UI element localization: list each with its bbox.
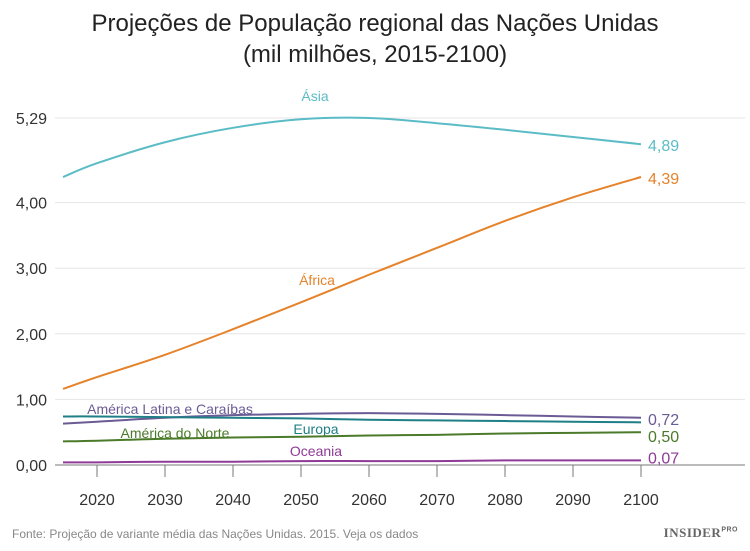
series-line-2: [62, 176, 642, 390]
series-name-label: América Latina e Caraíbas: [87, 401, 253, 417]
y-tick-label: 2,00: [16, 327, 47, 344]
x-tick-label: 2090: [555, 492, 591, 509]
brand-sup: PRO: [721, 526, 738, 534]
series-name-label: América do Norte: [121, 425, 230, 441]
end-value-label: 0,72: [648, 412, 679, 429]
source-note: Fonte: Projeção de variante média das Na…: [12, 527, 419, 541]
x-tick-label: 2040: [215, 492, 251, 509]
y-tick-label: 5,29: [16, 111, 47, 128]
series-name-label: Ásia: [301, 88, 328, 104]
series-line-5: [62, 431, 642, 443]
x-tick-label: 2030: [147, 492, 183, 509]
x-tick-label: 2080: [487, 492, 523, 509]
x-tick-label: 2050: [283, 492, 319, 509]
x-tick-label: 2020: [79, 492, 115, 509]
series-line-1: [62, 116, 642, 178]
chart-title-block: Projeções de População regional das Naçõ…: [0, 8, 750, 70]
series-name-label: África: [299, 272, 335, 288]
y-tick-label: 1,00: [16, 392, 47, 409]
series-name-label: Europa: [293, 421, 338, 437]
x-tick-label: 2060: [351, 492, 387, 509]
end-value-label: 4,39: [648, 171, 679, 188]
y-tick-label: 3,00: [16, 261, 47, 278]
end-value-label: 0,50: [648, 429, 679, 446]
end-value-label: 4,89: [648, 138, 679, 155]
x-tick-label: 2070: [419, 492, 455, 509]
brand-name: INSIDER: [663, 525, 722, 540]
y-tick-label: 4,00: [16, 196, 47, 213]
series-line-6: [62, 459, 641, 464]
chart-title: Projeções de População regional das Naçõ…: [91, 10, 659, 37]
x-tick-label: 2100: [623, 492, 659, 509]
series-name-label: Oceania: [290, 443, 342, 459]
series-line-3: [62, 412, 642, 425]
end-value-label: 0,07: [648, 450, 679, 467]
brand-logo: INSIDERPRO: [664, 525, 738, 541]
y-tick-label: 0,00: [16, 458, 47, 475]
chart-subtitle: (mil milhões, 2015-2100): [242, 41, 508, 68]
series-line-4: [62, 415, 642, 424]
